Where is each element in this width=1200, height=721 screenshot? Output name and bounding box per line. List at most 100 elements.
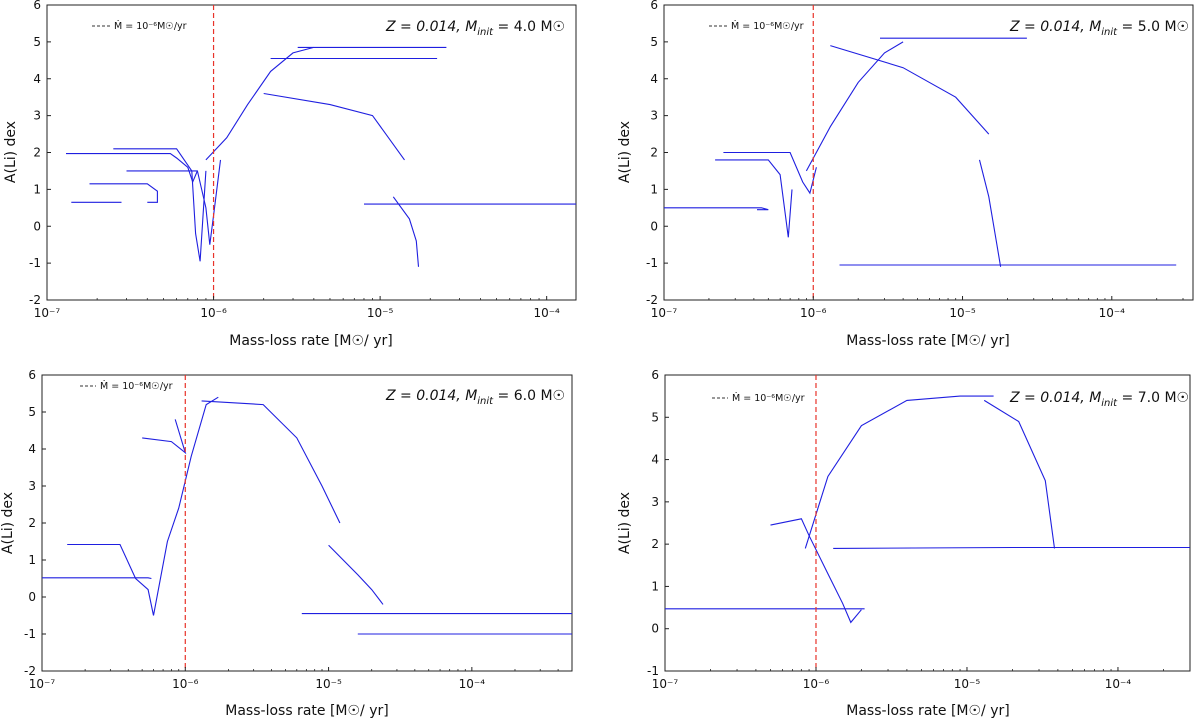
x-tick-label: 10⁻⁶	[172, 677, 199, 691]
y-tick-label: 4	[33, 72, 41, 86]
x-tick-label: 10⁻⁵	[954, 677, 981, 691]
panel-mass-6: 10⁻⁷ 10⁻⁶ 10⁻⁵ 10⁻⁴ -2 -1 0 1 2 3 4 5 6 Mass-loss ra…	[0, 368, 573, 719]
annotation-text: Z = 0.014, Minit = 4.0 M☉	[385, 19, 565, 38]
x-tick-label: 10⁻⁴	[1105, 677, 1132, 691]
series-trace-3	[804, 395, 994, 549]
y-tick-label: 0	[651, 622, 659, 636]
y-tick-label: 6	[650, 0, 658, 12]
y-tick-label: -2	[29, 293, 41, 307]
y-tick-label: 2	[28, 516, 36, 530]
series-trace-2	[67, 543, 155, 616]
x-tick-label: 10⁻⁶	[803, 677, 830, 691]
plot-area	[42, 375, 572, 671]
series-trace-4	[142, 419, 187, 455]
annotation-rest: = 4.0 M☉	[493, 19, 565, 35]
y-tick-label: 3	[650, 109, 658, 123]
series-trace-1	[42, 577, 152, 580]
tick-layer: 10⁻⁷ 10⁻⁶ 10⁻⁵ 10⁻⁴ -2 -1 0 1 2 3 4 5 6	[646, 0, 1184, 320]
x-tick-label: 10⁻⁴	[533, 306, 560, 320]
annotation-main: Z = 0.014, M	[1009, 390, 1101, 406]
x-axis-label: Mass-loss rate [M☉/ yr]	[225, 703, 388, 719]
tick-layer: 10⁻⁷ 10⁻⁶ 10⁻⁵ 10⁻⁴ -2 -1 0 1 2 3 4 5 6	[24, 368, 573, 691]
y-tick-label: 1	[650, 182, 658, 196]
y-axis-label: A(Li) dex	[0, 492, 16, 554]
legend: Ṁ = 10⁻⁶M☉/yr	[92, 21, 187, 32]
y-tick-label: 1	[651, 579, 659, 593]
y-tick-label: -2	[646, 293, 658, 307]
x-tick-label: 10⁻⁶	[800, 306, 827, 320]
plot-frame	[41, 374, 573, 672]
series-group	[42, 396, 572, 635]
plot-frame	[664, 374, 1191, 672]
legend: Ṁ = 10⁻⁶M☉/yr	[712, 393, 805, 404]
y-tick-label: 2	[650, 146, 658, 160]
y-tick-label: 6	[651, 368, 659, 382]
series-trace-1	[664, 207, 769, 211]
annotation-rest: = 7.0 M☉	[1117, 390, 1189, 406]
annotation-rest: = 5.0 M☉	[1117, 19, 1189, 35]
annotation-main: Z = 0.014, M	[385, 19, 477, 35]
y-tick-label: 1	[28, 553, 36, 567]
y-tick-label: 0	[33, 219, 41, 233]
series-trace-2	[89, 183, 158, 203]
x-tick-label: 10⁻⁵	[949, 306, 976, 320]
annotation-text: Z = 0.014, Minit = 5.0 M☉	[1009, 19, 1189, 38]
y-tick-label: -1	[647, 664, 659, 678]
series-trace-6	[205, 46, 314, 161]
panel-mass-5: 10⁻⁷ 10⁻⁶ 10⁻⁵ 10⁻⁴ -2 -1 0 1 2 3 4 5 6 Mass-loss ra…	[617, 0, 1194, 349]
annotation-main: Z = 0.014, M	[1009, 19, 1101, 35]
annotation-rest: = 6.0 M☉	[493, 388, 565, 404]
x-tick-label: 10⁻⁶	[200, 306, 227, 320]
legend: Ṁ = 10⁻⁶M☉/yr	[709, 21, 804, 32]
y-tick-label: 5	[651, 410, 659, 424]
y-tick-label: 3	[33, 109, 41, 123]
y-tick-label: 0	[28, 590, 36, 604]
y-tick-label: 5	[28, 405, 36, 419]
annotation-subscript: init	[477, 396, 494, 407]
annotation-main: Z = 0.014, M	[385, 388, 477, 404]
y-tick-label: 4	[28, 442, 36, 456]
y-tick-label: 6	[33, 0, 41, 12]
annotation-subscript: init	[1101, 27, 1118, 38]
panel-mass-7: 10⁻⁷ 10⁻⁶ 10⁻⁵ 10⁻⁴ -1 0 1 2 3 4 5 6 Mass-loss rate…	[617, 368, 1191, 719]
series-group	[66, 46, 576, 267]
legend: Ṁ = 10⁻⁶M☉/yr	[80, 381, 173, 392]
x-tick-label: 10⁻⁵	[367, 306, 394, 320]
y-tick-label: 4	[650, 72, 658, 86]
x-tick-label: 10⁻⁵	[315, 677, 342, 691]
series-trace-3	[152, 396, 219, 616]
annotation-text: Z = 0.014, Minit = 6.0 M☉	[385, 388, 565, 407]
tick-layer: 10⁻⁷ 10⁻⁶ 10⁻⁵ 10⁻⁴ -2 -1 0 1 2 3 4 5 6	[29, 0, 560, 320]
series-trace-4	[113, 148, 207, 262]
series-group	[664, 37, 1177, 267]
y-axis-label: A(Li) dex	[617, 492, 633, 554]
y-tick-label: -2	[24, 664, 36, 678]
legend-label: Ṁ = 10⁻⁶M☉/yr	[731, 21, 804, 32]
x-axis-label: Mass-loss rate [M☉/ yr]	[846, 333, 1009, 349]
series-trace-5	[201, 400, 341, 524]
x-tick-label: 10⁻⁷	[652, 677, 679, 691]
legend-label: Ṁ = 10⁻⁶M☉/yr	[732, 393, 805, 404]
y-tick-label: 6	[28, 368, 36, 382]
series-trace-6	[830, 45, 990, 135]
annotation-subscript: init	[477, 27, 494, 38]
y-tick-label: 1	[33, 182, 41, 196]
y-tick-label: 5	[33, 35, 41, 49]
panel-mass-4: 10⁻⁷ 10⁻⁶ 10⁻⁵ 10⁻⁴ -2 -1 0 1 2 3 4 5 6 Mass-loss ra…	[3, 0, 577, 349]
series-trace-6	[328, 544, 384, 605]
series-group	[665, 395, 1190, 624]
series-trace-3	[66, 153, 198, 184]
y-tick-label: 5	[650, 35, 658, 49]
y-axis-label: A(Li) dex	[617, 121, 633, 183]
annotation-text: Z = 0.014, Minit = 7.0 M☉	[1009, 390, 1189, 409]
y-tick-label: 3	[651, 495, 659, 509]
y-tick-label: -1	[29, 256, 41, 270]
annotation-subscript: init	[1101, 398, 1118, 409]
series-trace-9	[263, 92, 405, 161]
x-tick-label: 10⁻⁷	[651, 306, 678, 320]
series-trace-4	[805, 41, 904, 172]
x-tick-label: 10⁻⁷	[34, 306, 61, 320]
plot-frame	[46, 4, 577, 301]
series-trace-2	[715, 159, 793, 238]
